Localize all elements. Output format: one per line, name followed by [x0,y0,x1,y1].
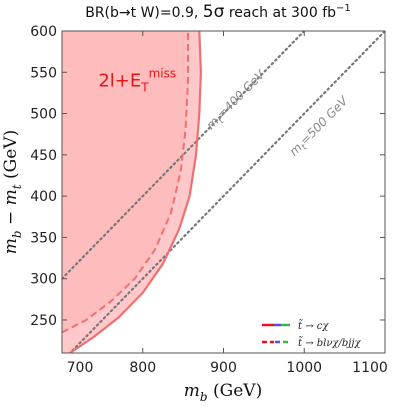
plot-area [62,31,385,353]
title-arrow: → [119,5,131,21]
title-stop: t [131,5,137,21]
y-tick-label-400: 400 [30,189,57,205]
mass-line-400 [62,31,306,280]
y-tick-label-450: 450 [30,148,57,164]
title-prefix: BR( [85,5,110,21]
title-sbottom: b [110,5,119,21]
y-axis-ticks: 250 300 350 400 450 500 550 600 [30,24,385,329]
y-tick-label-250: 250 [30,313,57,329]
region-label: 2l+ETmiss [98,66,176,94]
mass-line-label-500: mt=500 GeV [287,93,354,160]
x-axis-title: mb (GeV) [184,381,262,404]
y-tick-label-600: 600 [30,24,57,40]
legend-label-dashed: t̃ → blνχ/bjjχ [298,336,361,349]
series-line-solid [69,31,203,353]
legend-label-solid: t̃ → cχ [298,319,329,332]
series-line-dashed [62,31,189,334]
reach-region-dashed [62,31,188,353]
y-tick-label-550: 550 [30,65,57,81]
legend-entry-solid: t̃ → cχ [262,319,329,332]
x-axis-ticks: 700 800 900 1000 1100 [61,31,388,376]
x-tick-label-800: 800 [129,360,156,376]
title-mid: W)=0.9, [136,5,203,21]
title-sigma: 5σ [203,2,225,22]
mass-line-500 [68,31,385,353]
title-sup: −1 [336,3,351,14]
y-tick-label-500: 500 [30,107,57,123]
legend-entry-dashed: t̃ → blνχ/bjjχ [262,336,361,349]
title-rest: reach at 300 fb [224,5,336,21]
y-tick-label-350: 350 [30,230,57,246]
mass-line-label-400: mt=400 GeV [204,67,271,134]
x-tick-label-700: 700 [67,360,94,376]
chart-title: BR(b→t W)=0.9, 5σ reach at 300 fb−1 [85,2,351,22]
y-axis-title: mb − mt (GeV) [1,130,24,254]
y-tick-label-300: 300 [30,272,57,288]
x-tick-label-1100: 1100 [352,360,388,376]
x-tick-label-1000: 1000 [286,360,322,376]
x-tick-label-900: 900 [210,360,237,376]
legend: t̃ → cχ t̃ → blνχ/bjjχ [262,319,361,349]
